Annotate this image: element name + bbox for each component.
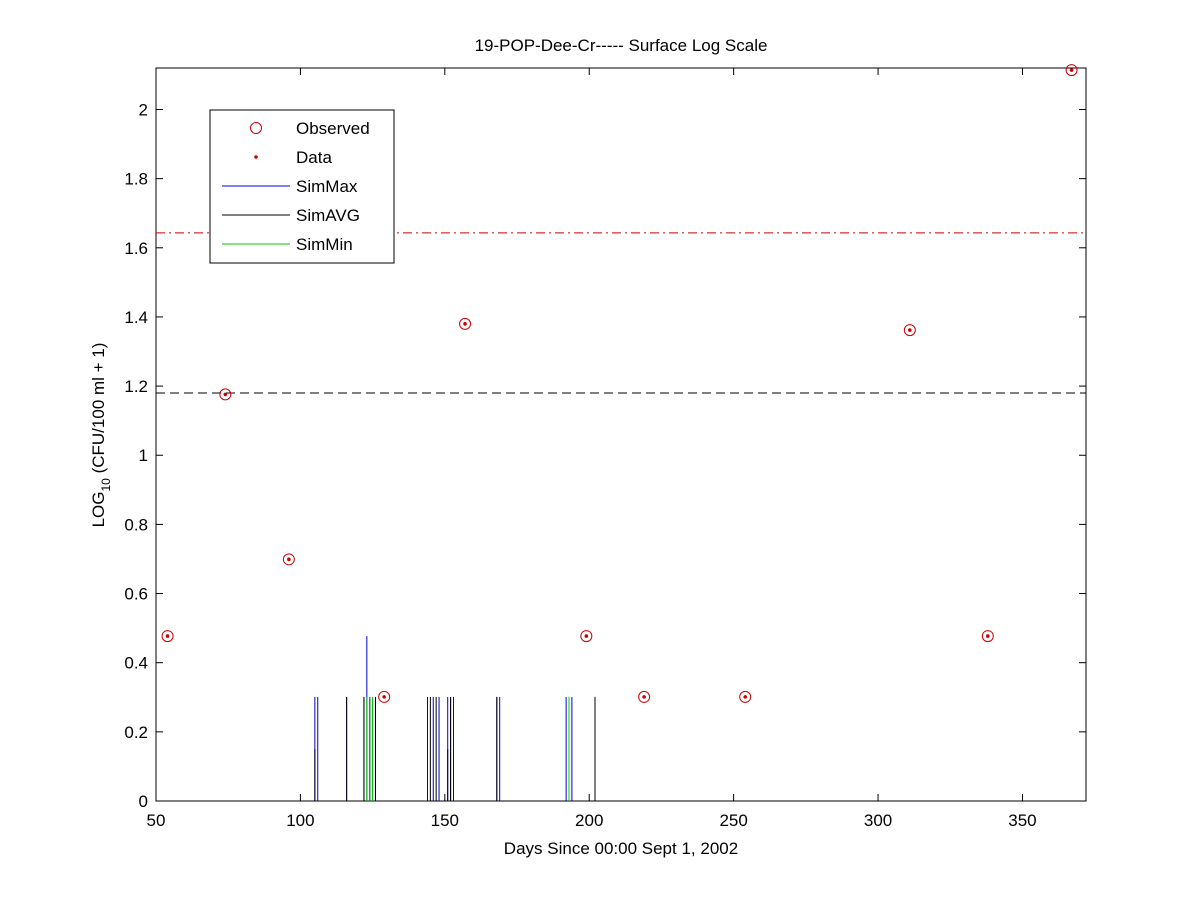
data-point [165, 634, 170, 638]
observed-point [981, 630, 994, 643]
y-tick-label: 0 [139, 792, 148, 811]
axes: 50 100 150 200 250 300 350 0 0.2 0.4 0.6 0.8 1 1.2 1.4… [124, 68, 1086, 830]
data-point [382, 695, 386, 699]
data-point [1069, 68, 1074, 72]
y-axis-label: LOG10 (CFU/100 ml + 1) [89, 343, 113, 528]
y-tick-label: 0.2 [124, 723, 148, 742]
x-tick-label: 50 [147, 811, 166, 830]
y-axis-label-units: (CFU/100 ml + 1) [89, 343, 108, 479]
observed-point [638, 690, 651, 703]
y-axis-label-subscript: 10 [99, 478, 113, 492]
legend-label: SimMax [296, 177, 358, 196]
observed-point [1065, 64, 1078, 77]
y-tick-label: 0.4 [124, 654, 148, 673]
data-point [642, 695, 646, 699]
data-point [463, 322, 467, 326]
legend: Observed Data SimMax SimAVG SimMin [209, 109, 395, 264]
chart-title: 19-POP-Dee-Cr----- Surface Log Scale [475, 36, 768, 55]
observed-point [219, 388, 232, 401]
x-tick-label: 300 [864, 811, 892, 830]
x-tick-label: 350 [1008, 811, 1036, 830]
legend-data-marker [254, 155, 258, 159]
y-axis-label-main: LOG [89, 492, 108, 528]
observed-point [378, 690, 391, 703]
y-tick-label: 0.6 [124, 585, 148, 604]
observed-point [282, 553, 295, 566]
x-tick-label: 150 [431, 811, 459, 830]
x-tick-label: 100 [286, 811, 314, 830]
y-tick-label: 2 [139, 100, 148, 119]
data-point [584, 634, 589, 638]
y-tick-label: 1.8 [124, 170, 148, 189]
y-tick-label: 1.2 [124, 377, 148, 396]
observed-point [739, 690, 752, 703]
data-point [287, 557, 291, 562]
x-tick-label: 250 [719, 811, 747, 830]
legend-label: Data [296, 148, 332, 167]
observed-point [459, 317, 472, 330]
x-tick-label: 200 [575, 811, 603, 830]
observed-points [161, 64, 1078, 703]
y-tick-label: 1.6 [124, 239, 148, 258]
legend-label: SimMin [296, 235, 353, 254]
data-point [908, 328, 912, 332]
legend-label: SimAVG [296, 206, 360, 225]
x-axis-label: Days Since 00:00 Sept 1, 2002 [504, 839, 738, 858]
data-point [743, 695, 747, 699]
observed-point [580, 630, 593, 643]
y-tick-label: 1 [139, 446, 148, 465]
legend-label: Observed [296, 119, 370, 138]
legend-observed-marker [250, 122, 262, 134]
y-tick-label: 0.8 [124, 515, 148, 534]
y-tick-label: 1.4 [124, 308, 148, 327]
data-point [986, 634, 990, 638]
data-point [223, 392, 228, 397]
observed-point [161, 630, 174, 643]
observed-point [903, 324, 916, 337]
simulation-lines [314, 636, 596, 801]
